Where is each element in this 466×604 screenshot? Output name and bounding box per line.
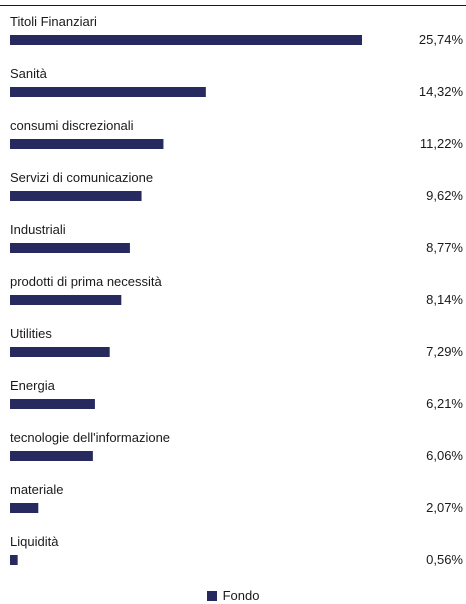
value-label: 11,22%: [420, 136, 464, 151]
bar: [10, 191, 142, 201]
category-label: prodotti di prima necessità: [10, 274, 163, 289]
category-label: Titoli Finanziari: [10, 14, 97, 29]
bar: [10, 35, 362, 45]
bar: [10, 347, 110, 357]
bar-chart: Titoli Finanziari 25,74% Sanità 14,32% consu…: [0, 5, 466, 567]
bar: [10, 87, 206, 97]
bar: [10, 139, 164, 149]
value-label: 6,06%: [426, 448, 463, 463]
legend-label: Fondo: [222, 588, 260, 603]
value-label: 8,77%: [426, 240, 463, 255]
category-label: Sanità: [10, 66, 48, 81]
category-label: tecnologie dell'informazione: [10, 430, 170, 445]
bar: [10, 451, 93, 461]
category-label: Utilities: [10, 326, 52, 341]
value-label: 6,21%: [426, 396, 463, 411]
legend-swatch: [206, 591, 217, 601]
value-label: 14,32%: [419, 84, 464, 99]
category-label: consumi discrezionali: [10, 118, 134, 133]
value-label: 2,07%: [426, 500, 463, 515]
value-label: 0,56%: [426, 552, 463, 567]
legend: Fondo: [0, 588, 466, 604]
bar: [10, 243, 130, 253]
value-label: 25,74%: [419, 32, 464, 47]
value-label: 7,29%: [426, 344, 463, 359]
bar: [10, 295, 122, 305]
category-label: Liquidità: [10, 534, 59, 549]
value-label: 8,14%: [426, 292, 463, 307]
category-label: Energia: [10, 378, 56, 393]
category-label: materiale: [10, 482, 63, 497]
bar: [10, 399, 95, 409]
bar: [10, 503, 39, 513]
category-label: Servizi di comunicazione: [10, 170, 153, 185]
value-label: 9,62%: [426, 188, 463, 203]
bar: [10, 555, 18, 565]
category-label: Industriali: [10, 222, 66, 237]
